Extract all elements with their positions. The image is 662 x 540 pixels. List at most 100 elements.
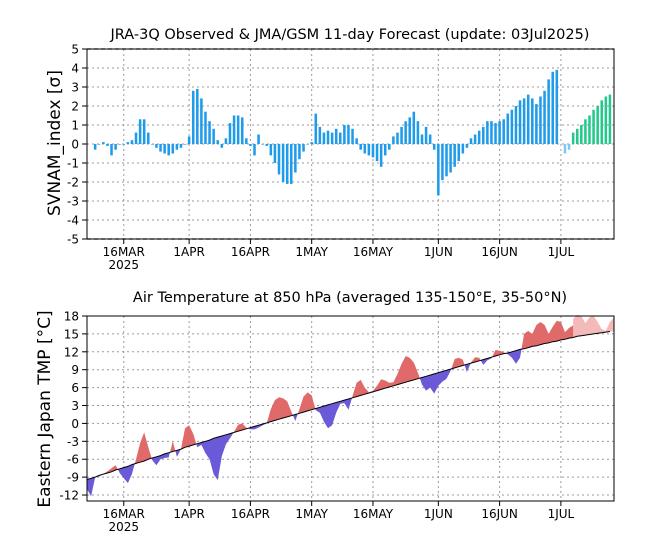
tmp-observed-warm-anomaly-area [297,392,316,414]
svnam-bar-observed [277,144,281,175]
svnam-bar-observed [494,123,497,144]
svnam-bar-observed [118,144,121,145]
svnam-bar-observed [375,144,379,162]
svnam-bar-observed [310,142,313,144]
svnam-bar-observed [273,144,277,163]
tmp-y-tick-label: 3 [71,399,79,413]
svnam-y-axis-label: SVNAM_index [σ] [45,70,65,216]
tmp-x-tick-sublabel: 2025 [108,520,139,534]
tmp-observed-cold-anomaly-area [464,363,471,373]
svnam-bar-observed [130,140,134,144]
svnam-bar-observed [339,132,342,144]
svnam-bar-observed [281,144,285,182]
svnam-bar-observed [428,134,432,144]
svnam-y-tick-label: -2 [67,176,79,190]
svnam-bar-observed [543,90,546,144]
tmp-chart-title: Air Temperature at 850 hPa (averaged 135… [133,290,567,306]
svnam-bar-observed [457,144,461,162]
tmp-x-tick-label: 1JUL [548,507,575,521]
svnam-x-tick-label: 16MAR [103,245,145,259]
svnam-bar-observed [298,144,301,160]
svnam-bar-observed [302,144,305,152]
svnam-bar-observed [334,128,338,144]
svnam-bar-observed [502,119,505,144]
svnam-bar-observed [437,144,440,196]
svnam-bar-observed [289,144,293,184]
svnam-bar-observed [179,144,183,148]
svnam-x-tick-label: 1JUN [424,245,453,259]
svnam-y-tick-label: 1 [71,119,79,133]
svnam-bar-observed [359,144,362,150]
svnam-bar-observed [383,144,387,156]
svnam-bar-observed [265,144,269,146]
tmp-chart: Air Temperature at 850 hPa (averaged 135… [35,290,615,534]
svnam-bar-observed [330,132,334,144]
svnam-bar-observed [412,111,416,144]
tmp-observed-warm-anomaly-area [521,320,582,350]
svnam-bar-observed [482,126,485,144]
tmp-y-tick-label: 15 [64,327,79,341]
svnam-bar-observed [142,119,146,144]
svnam-bar-observed [343,125,346,144]
svnam-bar-observed [306,144,309,145]
svnam-bar-observed [547,79,550,144]
tmp-observed-warm-anomaly-area [492,350,506,357]
svnam-bar-observed [236,115,240,144]
svnam-bar-observed [240,117,244,144]
tmp-observed-cold-anomaly-area [480,357,493,365]
svnam-y-tick-label: -1 [67,157,79,171]
tmp-observed-warm-anomaly-area [470,357,481,364]
svnam-bar-observed [126,142,130,144]
svnam-x-tick-label: 1APR [173,245,204,259]
svnam-bar-observed [514,106,518,144]
svnam-bar-observed [167,144,170,156]
svnam-bar-observed [93,144,97,150]
svnam-chart-title: JRA-3Q Observed & JMA/GSM 11-day Forecas… [110,27,590,43]
svnam-bar-observed [486,121,489,144]
svnam-bar-observed [432,144,436,150]
svnam-bar-observed [453,144,456,167]
svnam-bar-observed [200,98,203,144]
tmp-x-tick-label: 1MAY [295,507,328,521]
svnam-bar-observed [318,126,322,144]
svnam-bar-observed [400,126,403,144]
tmp-plot-frame [86,315,615,502]
tmp-observed-warm-anomaly-area [170,441,176,453]
svnam-bar-observed [257,134,260,144]
svnam-bar-observed [469,138,473,144]
svnam-bar-observed [396,132,399,144]
svnam-bar-observed [110,144,113,156]
tmp-observed-warm-anomaly-area [352,356,420,398]
svnam-x-tick-label: 16MAY [353,245,394,259]
tmp-x-tick-label: 1APR [173,507,204,521]
svnam-bar-observed [151,144,154,145]
svnam-bar-observed [183,144,187,145]
tmp-y-tick-label: -9 [67,471,79,485]
svnam-bar-observed [261,144,264,145]
svnam-bar-observed [518,100,522,144]
svnam-y-tick-label: 0 [71,138,79,152]
svnam-x-tick-sublabel: 2025 [108,258,139,272]
svnam-bar-observed [465,144,469,148]
svnam-bar-forecast [571,132,575,144]
tmp-y-tick-label: 18 [64,310,79,324]
svnam-bar-observed [441,144,444,181]
svnam-y-tick-label: 5 [71,43,79,57]
svnam-bar-observed [424,126,428,144]
svnam-bar-observed [208,121,211,144]
svnam-bar-observed [269,144,273,156]
svnam-bar-observed [175,144,179,150]
svnam-bar-observed [522,98,526,144]
svnam-bar-observed [134,132,138,144]
svnam-bar-observed [216,140,219,144]
svnam-bar-observed [526,94,530,144]
svnam-bar-forecast [596,106,599,144]
svnam-bar-forecast [580,125,583,144]
svnam-bar-forecast [592,109,595,144]
svnam-bar-observed [388,144,391,150]
svnam-bar-forecast [608,94,612,144]
svnam-bar-observed [445,144,448,177]
